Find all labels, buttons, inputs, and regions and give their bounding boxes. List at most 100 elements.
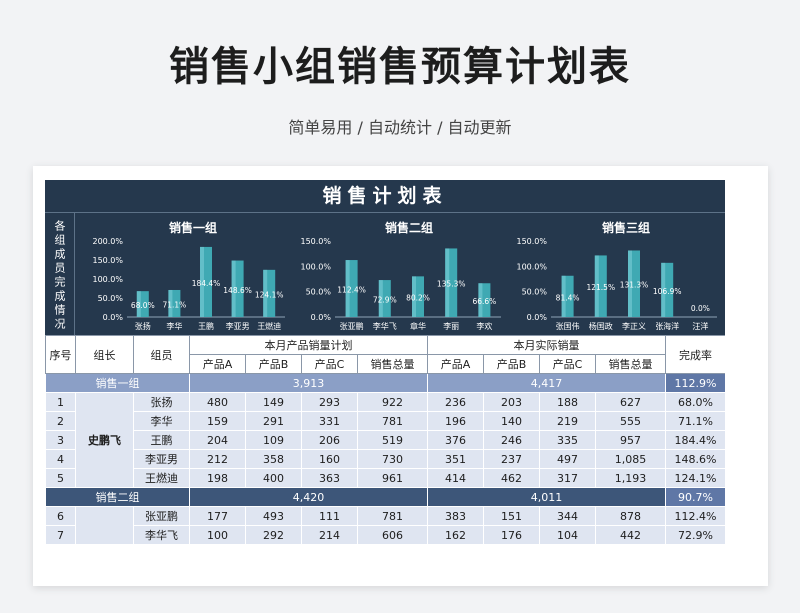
data-label: 184.4%	[192, 279, 221, 288]
cell-member: 李华飞	[133, 525, 190, 545]
group-name: 销售二组	[45, 487, 190, 507]
sales-table: 序号 组长 组员 本月产品销量计划 本月实际销量 完成率 产品A 产品B 产品C…	[45, 335, 725, 545]
cell-plan-a: 212	[189, 449, 246, 469]
chart-title: 销售一组	[169, 220, 217, 235]
group-plan-total: 4,420	[189, 487, 428, 507]
x-tick-label: 李华	[166, 321, 182, 331]
y-tick-label: 200.0%	[92, 237, 123, 246]
cell-plan-a: 480	[189, 392, 246, 412]
cell-actual-a: 376	[427, 430, 484, 450]
x-tick-label: 李亚男	[226, 321, 250, 331]
cell-rate: 112.4%	[665, 506, 725, 526]
cell-plan-b: 400	[245, 468, 302, 488]
cell-plan-total: 961	[357, 468, 428, 488]
cell-plan-total: 730	[357, 449, 428, 469]
x-tick-label: 李正义	[622, 321, 646, 331]
bar-highlight	[345, 260, 350, 317]
y-tick-label: 50.0%	[522, 288, 548, 297]
cell-actual-total: 957	[595, 430, 666, 450]
cell-actual-a: 383	[427, 506, 484, 526]
y-tick-label: 0.0%	[103, 313, 124, 322]
cell-actual-total: 627	[595, 392, 666, 412]
table-row[interactable]: 6 张亚鹏 177 493 111 781 383 151 344 878 11…	[45, 506, 725, 545]
cell-member: 王燃迪	[133, 468, 190, 488]
col-plan-a: 产品A	[189, 354, 246, 374]
cell-index: 3	[45, 430, 76, 450]
bar-highlight	[445, 248, 450, 317]
cell-plan-c: 160	[301, 449, 358, 469]
table-row[interactable]: 7 李华飞 100 292 214 606 162 176 104 442 72…	[45, 525, 725, 545]
y-tick-label: 50.0%	[306, 288, 332, 297]
cell-actual-c: 104	[539, 525, 596, 545]
x-tick-label: 张海洋	[655, 321, 679, 331]
chart-title: 销售三组	[602, 220, 650, 235]
y-tick-label: 50.0%	[98, 294, 124, 303]
bar-highlight	[478, 283, 483, 317]
cell-actual-total: 1,193	[595, 468, 666, 488]
bar-highlight	[378, 280, 383, 317]
y-tick-label: 150.0%	[300, 237, 331, 246]
y-tick-label: 100.0%	[300, 262, 331, 271]
cell-plan-a: 204	[189, 430, 246, 450]
bar-highlight	[136, 291, 141, 317]
cell-rate: 71.1%	[665, 411, 725, 431]
cell-actual-c: 335	[539, 430, 596, 450]
cell-plan-total: 781	[357, 411, 428, 431]
data-label: 121.5%	[586, 283, 615, 292]
y-tick-label: 150.0%	[92, 256, 123, 265]
col-member: 组员	[133, 335, 190, 374]
cell-plan-c: 331	[301, 411, 358, 431]
cell-actual-c: 344	[539, 506, 596, 526]
data-label: 72.9%	[373, 296, 397, 305]
table-row[interactable]: 3 王鹏 204 109 206 519 376 246 335 957 184…	[45, 430, 725, 450]
col-plan-group: 本月产品销量计划	[189, 335, 428, 355]
cell-plan-total: 922	[357, 392, 428, 412]
cell-member: 王鹏	[133, 430, 190, 450]
cell-rate: 72.9%	[665, 525, 725, 545]
cell-actual-b: 462	[483, 468, 540, 488]
cell-index: 6	[45, 506, 76, 526]
group-name: 销售一组	[45, 373, 190, 393]
cell-member: 张亚鹏	[133, 506, 190, 526]
cell-actual-c: 219	[539, 411, 596, 431]
data-label: 68.0%	[131, 301, 155, 310]
col-actual-b: 产品B	[483, 354, 540, 374]
y-tick-label: 150.0%	[516, 237, 547, 246]
x-tick-label: 张亚鹏	[340, 321, 364, 331]
cell-plan-c: 214	[301, 525, 358, 545]
x-tick-label: 汪洋	[692, 321, 708, 331]
cell-leader	[75, 506, 134, 545]
cell-plan-a: 100	[189, 525, 246, 545]
cell-plan-b: 292	[245, 525, 302, 545]
x-tick-label: 李华飞	[373, 321, 397, 331]
col-actual-group: 本月实际销量	[427, 335, 666, 355]
cell-actual-total: 1,085	[595, 449, 666, 469]
group-plan-total: 3,913	[189, 373, 428, 393]
chart-title: 销售二组	[385, 220, 433, 235]
cell-plan-a: 159	[189, 411, 246, 431]
col-actual-a: 产品A	[427, 354, 484, 374]
cell-actual-a: 196	[427, 411, 484, 431]
charts-svg: 销售一组 200.0% 150.0% 100.0% 50.0% 0.0% 68.0% 张扬 71…	[92, 220, 717, 331]
x-tick-label: 张扬	[135, 321, 151, 331]
cell-index: 7	[45, 525, 76, 545]
cell-plan-c: 111	[301, 506, 358, 526]
cell-plan-total: 606	[357, 525, 428, 545]
spreadsheet: 销售计划表 各组成员完成情况 销售一组 200.0% 150.0% 100.0% 50.…	[45, 180, 725, 572]
data-label: 112.4%	[337, 286, 366, 295]
table-row[interactable]: 1 史鹏飞 张扬 480 149 293 922 236 203 188 627…	[45, 392, 725, 488]
col-rate: 完成率	[665, 335, 725, 374]
cell-member: 李亚男	[133, 449, 190, 469]
table-row[interactable]: 2 李华 159 291 331 781 196 140 219 555 71.…	[45, 411, 725, 431]
table-row[interactable]: 5 王燃迪 198 400 363 961 414 462 317 1,193 …	[45, 468, 725, 488]
cell-actual-total: 555	[595, 411, 666, 431]
cell-index: 4	[45, 449, 76, 469]
cell-rate: 184.4%	[665, 430, 725, 450]
x-tick-label: 王鹏	[198, 321, 214, 331]
page-title: 销售小组销售预算计划表	[169, 44, 631, 90]
data-label: 80.2%	[406, 294, 430, 303]
table-row[interactable]: 4 李亚男 212 358 160 730 351 237 497 1,085 …	[45, 449, 725, 469]
cell-actual-c: 497	[539, 449, 596, 469]
y-tick-label: 100.0%	[516, 262, 547, 271]
y-tick-label: 0.0%	[311, 313, 332, 322]
